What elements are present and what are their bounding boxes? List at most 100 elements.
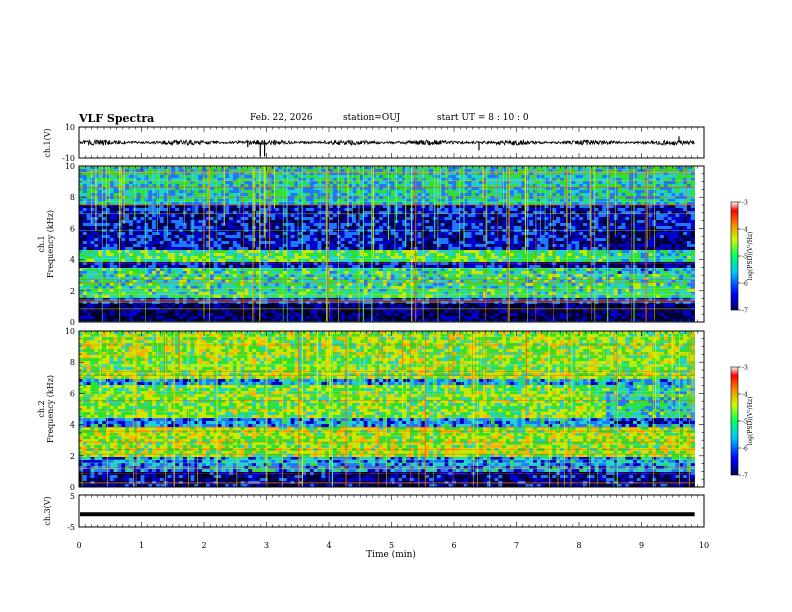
spectrogram-cell (129, 226, 134, 230)
spectrogram-cell (502, 193, 507, 197)
spectrogram-cell (575, 226, 580, 230)
spectrogram-cell (275, 223, 280, 227)
spectrogram-cell (475, 178, 480, 182)
spectrogram-cell (502, 208, 507, 212)
spectrogram-cell (494, 217, 499, 221)
spectrogram-cell (398, 166, 403, 170)
spectrogram-cell (209, 181, 214, 185)
spectrogram-cell (683, 232, 688, 236)
spectrogram-cell (113, 175, 118, 179)
spectrogram-cell (609, 217, 615, 221)
spectrogram-cell (486, 250, 491, 254)
spectrogram-cell (494, 199, 499, 203)
spectrogram-cell (436, 178, 441, 182)
spectrogram-cell (583, 199, 588, 203)
spectrogram-cell (255, 235, 261, 239)
spectrogram-cell (679, 232, 684, 236)
spectrogram-cell (313, 211, 318, 215)
spectrogram-cell (490, 181, 495, 185)
spectrogram-cell (321, 193, 326, 197)
spectrogram-cell (567, 238, 572, 242)
spectrogram-cell (636, 241, 642, 245)
spectrogram-cell (552, 181, 557, 185)
spectrogram-cell (90, 175, 95, 179)
spectrogram-cell (590, 166, 595, 170)
spectrogram-cell (517, 247, 522, 251)
spectrogram-cell (82, 250, 87, 254)
spectrogram-cell (471, 232, 476, 236)
spectrogram-cell (686, 184, 692, 188)
spectrogram-cell (332, 238, 338, 242)
spectrogram-cell (275, 184, 280, 188)
spectrogram-cell (209, 232, 214, 236)
spectrogram-cell (644, 190, 649, 194)
spectrogram-cell (109, 238, 114, 242)
spectrogram-cell (175, 187, 180, 191)
spectrogram-cell (440, 250, 445, 254)
spectrogram-cell (467, 235, 472, 239)
spectrogram-cell (132, 253, 138, 257)
spectrogram-cell (463, 232, 468, 236)
spectrogram-cell (536, 199, 542, 203)
spectrogram-cell (306, 226, 311, 230)
spectrogram-cell (379, 166, 384, 170)
spectrogram-cell (675, 184, 680, 188)
spectrogram-cell (613, 193, 618, 197)
spectrogram-cell (448, 232, 453, 236)
spectrogram-cell (686, 226, 692, 230)
spectrogram-cell (140, 184, 145, 188)
spectrogram-cell (313, 241, 318, 245)
spectrogram-cell (113, 247, 118, 251)
spectrogram-cell (225, 241, 230, 245)
spectrogram-cell (598, 187, 603, 191)
spectrogram-cell (579, 250, 584, 254)
spectrogram-cell (609, 175, 615, 179)
spectrogram-cell (86, 250, 91, 254)
spectrogram-cell (352, 241, 357, 245)
spectrogram-cell (536, 175, 542, 179)
spectrogram-cell (590, 199, 595, 203)
spectrogram-cell (667, 226, 672, 230)
spectrogram-cell (194, 193, 199, 197)
spectrogram-cell (494, 220, 499, 224)
spectrogram-cell (152, 244, 157, 248)
spectrogram-cell (467, 181, 472, 185)
spectrogram-cell (636, 217, 642, 221)
spectrogram-cell (429, 181, 434, 185)
spectrogram-cell (686, 241, 692, 245)
spectrogram-cell (456, 211, 461, 215)
spectrogram-cell (425, 214, 430, 218)
spectrogram-cell (136, 247, 141, 251)
spectrogram-cell (625, 223, 630, 227)
spectrogram-cell (648, 247, 653, 251)
spectrogram-cell (302, 193, 307, 197)
spectrogram-cell (486, 214, 491, 218)
spectrogram-cell (406, 175, 411, 179)
spectrogram-cell (182, 184, 188, 188)
spectrogram-cell (140, 214, 145, 218)
spectrogram-cell (594, 217, 599, 221)
spectrogram-cell (656, 232, 661, 236)
spectrogram-cell (213, 175, 218, 179)
spectrogram-cell (640, 166, 645, 170)
spectrogram-cell (336, 226, 341, 230)
spectrogram-cell (382, 208, 388, 212)
spectrogram-cell (479, 190, 484, 194)
spectrogram-cell (625, 178, 630, 182)
spectrogram-cell (179, 199, 184, 203)
spectrogram-cell (390, 193, 395, 197)
spectrogram-cell (536, 178, 542, 182)
spectrogram-cell (490, 169, 495, 173)
spectrogram-cell (436, 166, 441, 170)
spectrogram-cell (352, 181, 357, 185)
spectrogram-cell (255, 217, 261, 221)
spectrogram-cell (329, 211, 334, 215)
spectrogram-cell (294, 232, 299, 236)
spectrogram-cell (286, 223, 291, 227)
spectrogram-cell (121, 211, 126, 215)
spectrogram-cell (471, 175, 476, 179)
spectrogram-cell (344, 253, 349, 257)
spectrogram-cell (586, 202, 592, 206)
spectrogram-cell (640, 241, 645, 245)
spectrogram-cell (617, 241, 622, 245)
